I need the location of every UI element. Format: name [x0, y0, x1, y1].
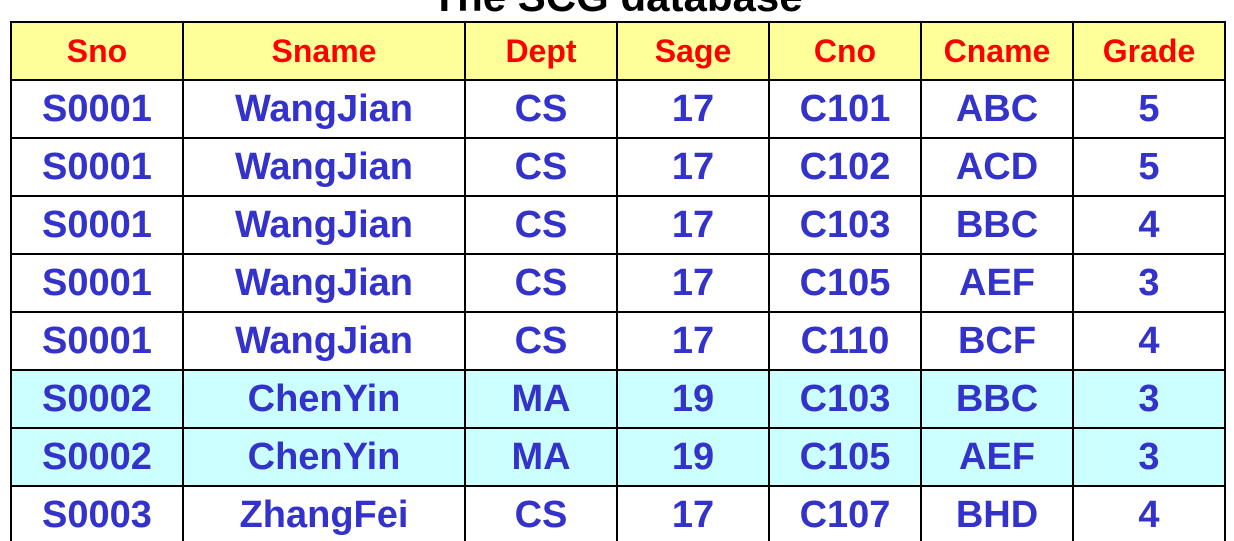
table-row-highlighted: S0002 ChenYin MA 19 C105 AEF 3 [10, 427, 1226, 487]
cell-sname: ChenYin [182, 427, 466, 487]
cell-sno: S0003 [10, 485, 184, 541]
cell-sno: S0001 [10, 137, 184, 197]
cell-sage: 19 [616, 369, 770, 429]
cell-sno: S0002 [10, 369, 184, 429]
scg-table: Sno Sname Dept Sage Cno Cname Grade S000… [10, 21, 1226, 541]
table-header-row: Sno Sname Dept Sage Cno Cname Grade [10, 21, 1226, 81]
cell-cname: ABC [920, 79, 1074, 139]
cell-sage: 17 [616, 311, 770, 371]
cell-dept: MA [464, 427, 618, 487]
cell-cname: BBC [920, 195, 1074, 255]
column-header-cname: Cname [920, 21, 1074, 81]
cell-grade: 3 [1072, 369, 1226, 429]
cell-cno: C101 [768, 79, 922, 139]
column-header-sno: Sno [10, 21, 184, 81]
cell-cno: C105 [768, 253, 922, 313]
cell-dept: CS [464, 195, 618, 255]
cell-sage: 17 [616, 195, 770, 255]
cell-sno: S0001 [10, 311, 184, 371]
cell-sage: 19 [616, 427, 770, 487]
cell-dept: CS [464, 253, 618, 313]
cell-cname: AEF [920, 427, 1074, 487]
cell-dept: MA [464, 369, 618, 429]
column-header-cno: Cno [768, 21, 922, 81]
table-row: S0001 WangJian CS 17 C110 BCF 4 [10, 311, 1226, 371]
cell-grade: 5 [1072, 137, 1226, 197]
cell-cno: C103 [768, 195, 922, 255]
cell-grade: 3 [1072, 253, 1226, 313]
table-row: S0001 WangJian CS 17 C101 ABC 5 [10, 79, 1226, 139]
cell-sname: ZhangFei [182, 485, 466, 541]
cell-sno: S0001 [10, 195, 184, 255]
cell-sname: WangJian [182, 195, 466, 255]
column-header-dept: Dept [464, 21, 618, 81]
cell-sname: WangJian [182, 137, 466, 197]
cell-grade: 3 [1072, 427, 1226, 487]
table-row: S0001 WangJian CS 17 C103 BBC 4 [10, 195, 1226, 255]
cell-sno: S0001 [10, 253, 184, 313]
cell-dept: CS [464, 311, 618, 371]
cell-dept: CS [464, 79, 618, 139]
column-header-grade: Grade [1072, 21, 1226, 81]
cell-grade: 4 [1072, 485, 1226, 541]
table-row: S0003 ZhangFei CS 17 C107 BHD 4 [10, 485, 1226, 541]
cell-grade: 5 [1072, 79, 1226, 139]
cell-cname: AEF [920, 253, 1074, 313]
slide-title: The SCG database [0, 0, 1234, 18]
cell-dept: CS [464, 137, 618, 197]
cell-sname: WangJian [182, 79, 466, 139]
column-header-sname: Sname [182, 21, 466, 81]
cell-cno: C105 [768, 427, 922, 487]
cell-cname: BHD [920, 485, 1074, 541]
column-header-sage: Sage [616, 21, 770, 81]
cell-cname: ACD [920, 137, 1074, 197]
cell-cno: C103 [768, 369, 922, 429]
table-row-highlighted: S0002 ChenYin MA 19 C103 BBC 3 [10, 369, 1226, 429]
cell-sname: ChenYin [182, 369, 466, 429]
cell-sage: 17 [616, 137, 770, 197]
cell-sage: 17 [616, 79, 770, 139]
cell-sage: 17 [616, 253, 770, 313]
cell-sno: S0001 [10, 79, 184, 139]
cell-cno: C110 [768, 311, 922, 371]
table-row: S0001 WangJian CS 17 C105 AEF 3 [10, 253, 1226, 313]
cell-grade: 4 [1072, 311, 1226, 371]
cell-cname: BCF [920, 311, 1074, 371]
cell-cno: C102 [768, 137, 922, 197]
cell-sname: WangJian [182, 253, 466, 313]
cell-sno: S0002 [10, 427, 184, 487]
cell-cno: C107 [768, 485, 922, 541]
cell-dept: CS [464, 485, 618, 541]
cell-grade: 4 [1072, 195, 1226, 255]
cell-sage: 17 [616, 485, 770, 541]
table-row: S0001 WangJian CS 17 C102 ACD 5 [10, 137, 1226, 197]
cell-cname: BBC [920, 369, 1074, 429]
cell-sname: WangJian [182, 311, 466, 371]
